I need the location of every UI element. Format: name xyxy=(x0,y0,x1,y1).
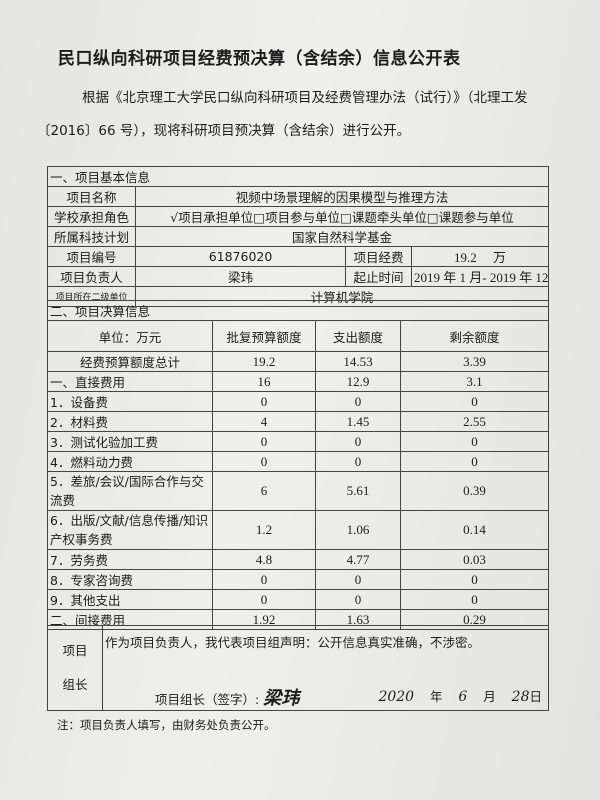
spent-amount: 0 xyxy=(315,589,401,610)
approved-amount: 0 xyxy=(212,569,316,590)
remaining-amount: 0 xyxy=(400,391,549,412)
year: 2020 xyxy=(378,689,415,705)
remaining-amount: 3.1 xyxy=(400,371,549,392)
approved-amount: 0 xyxy=(212,391,316,412)
remaining-amount: 0 xyxy=(400,431,549,452)
budget-table: 二、项目决算信息 单位：万元 批复预算额度 支出额度 剩余额度 经费预算额度总计 19.… xyxy=(47,300,549,630)
budget-item: 7．劳务费 xyxy=(47,549,213,570)
budget-item: 经费预算额度总计 xyxy=(47,351,213,372)
science-plan: 国家自然科学基金 xyxy=(135,226,549,247)
spent-amount: 0 xyxy=(315,569,401,590)
remaining-amount: 3.39 xyxy=(400,351,549,372)
label: 所属科技计划 xyxy=(47,226,136,247)
budget-item: 6．出版/文献/信息传播/知识产权事务费 xyxy=(47,510,213,550)
declaration-body: 作为项目负责人，我代表项目组声明：公开信息真实准确，不涉密。 项目组长（签字）:… xyxy=(102,625,549,711)
page-title: 民口纵向科研项目经费预决算（含结余）信息公开表 xyxy=(58,49,461,69)
school-role: √项目承担单位□项目参与单位□课题牵头单位□课题参与单位 xyxy=(135,206,549,227)
column-header: 支出额度 xyxy=(315,320,401,352)
table-row: 4．燃料动力费 0 0 0 xyxy=(47,451,549,472)
handwritten-signature: 梁玮 xyxy=(263,688,300,709)
approved-amount: 6 xyxy=(212,471,316,511)
approved-amount: 1.2 xyxy=(212,510,316,550)
table-row: 7．劳务费 4.8 4.77 0.03 xyxy=(47,549,549,570)
section-heading: 一、项目基本信息 xyxy=(47,166,549,187)
budget-item: 一、直接费用 xyxy=(47,371,213,392)
spent-amount: 12.9 xyxy=(315,371,401,392)
project-leader: 梁玮 xyxy=(135,266,346,287)
sign-label: 项目组长（签字）: xyxy=(155,692,260,707)
approved-amount: 4 xyxy=(212,411,316,432)
remaining-amount: 0 xyxy=(400,569,549,590)
declaration-statement: 作为项目负责人，我代表项目组声明：公开信息真实准确，不涉密。 xyxy=(105,635,481,650)
approved-amount: 4.8 xyxy=(212,549,316,570)
column-header: 单位：万元 xyxy=(47,320,213,352)
budget-item: 8．专家咨询费 xyxy=(47,569,213,590)
project-name: 视频中场景理解的因果模型与推理方法 xyxy=(135,186,549,207)
spent-amount: 1.45 xyxy=(315,411,401,432)
remaining-amount: 0 xyxy=(400,451,549,472)
label: 项目 xyxy=(62,643,88,658)
label: 日 xyxy=(529,689,542,704)
approved-amount: 19.2 xyxy=(212,351,316,372)
table-row: 6．出版/文献/信息传播/知识产权事务费 1.2 1.06 0.14 xyxy=(47,510,549,550)
sign-date: 2020 年 6 月 28日 xyxy=(378,686,542,705)
budget-item: 5．差旅/会议/国际合作与交流费 xyxy=(47,471,213,511)
table-row: 3．测试化验加工费 0 0 0 xyxy=(47,431,549,452)
column-header: 批复预算额度 xyxy=(212,320,316,352)
budget-item: 1．设备费 xyxy=(47,391,213,412)
project-funding: 19.2 万 xyxy=(411,246,549,267)
approved-amount: 0 xyxy=(212,589,316,610)
table-row: 9．其他支出 0 0 0 xyxy=(47,589,549,610)
funding-unit: 万 xyxy=(492,250,506,265)
table-row: 经费预算额度总计 19.2 14.53 3.39 xyxy=(47,351,549,372)
label: 起止时间 xyxy=(345,266,412,287)
day: 28 xyxy=(511,689,530,705)
label: 组长 xyxy=(62,677,88,692)
project-number: 61876020 xyxy=(135,246,346,267)
label: 项目编号 xyxy=(47,246,136,267)
remaining-amount: 2.55 xyxy=(400,411,549,432)
label: 项目负责人 xyxy=(47,266,136,287)
spent-amount: 4.77 xyxy=(315,549,401,570)
project-period: 2019 年 1 月- 2019 年 12 xyxy=(411,266,549,287)
budget-item: 4．燃料动力费 xyxy=(47,451,213,472)
spent-amount: 0 xyxy=(315,451,401,472)
approved-amount: 0 xyxy=(212,451,316,472)
basic-info-table: 一、项目基本信息 项目名称 视频中场景理解的因果模型与推理方法 学校承担角色 √项目… xyxy=(47,166,549,307)
column-header: 剩余额度 xyxy=(400,320,549,352)
sign-line: 项目组长（签字）: 梁玮 xyxy=(155,684,299,710)
table-row: 一、直接费用 16 12.9 3.1 xyxy=(47,371,549,392)
month: 6 xyxy=(458,689,468,705)
table-row: 8．专家咨询费 0 0 0 xyxy=(47,569,549,590)
declaration-label: 项目 组长 xyxy=(47,625,103,711)
remaining-amount: 0.03 xyxy=(400,549,549,570)
approved-amount: 16 xyxy=(212,371,316,392)
label: 学校承担角色 xyxy=(47,206,136,227)
declaration-table: 项目组长 作为项目负责人，我代表项目组声明：公开信息真实准确，不涉密。 项目组长… xyxy=(47,625,549,711)
label: 年 xyxy=(429,689,443,704)
label: 项目名称 xyxy=(47,186,136,207)
funding-value: 19.2 xyxy=(453,250,477,265)
intro-text-line1: 根据《北京理工大学民口纵向科研项目及经费管理办法（试行）》（北理工发 xyxy=(82,90,528,106)
remaining-amount: 0.39 xyxy=(400,471,549,511)
table-row: 2．材料费 4 1.45 2.55 xyxy=(47,411,549,432)
remaining-amount: 0 xyxy=(400,589,549,610)
remaining-amount: 0.14 xyxy=(400,510,549,550)
budget-item: 3．测试化验加工费 xyxy=(47,431,213,452)
spent-amount: 5.61 xyxy=(315,471,401,511)
spent-amount: 0 xyxy=(315,431,401,452)
approved-amount: 0 xyxy=(212,431,316,452)
budget-item: 2．材料费 xyxy=(47,411,213,432)
table-row: 1．设备费 0 0 0 xyxy=(47,391,549,412)
budget-item: 9．其他支出 xyxy=(47,589,213,610)
spent-amount: 1.06 xyxy=(315,510,401,550)
spent-amount: 0 xyxy=(315,391,401,412)
intro-text-line2: 〔2016〕66 号），现将科研项目预决算（含结余）进行公开。 xyxy=(37,123,411,139)
label: 月 xyxy=(483,689,496,704)
table-row: 5．差旅/会议/国际合作与交流费 6 5.61 0.39 xyxy=(47,471,549,511)
label: 项目经费 xyxy=(345,246,412,267)
spent-amount: 14.53 xyxy=(315,351,401,372)
section-heading: 二、项目决算信息 xyxy=(47,300,549,321)
footnote: 注：项目负责人填写，由财务处负责公开。 xyxy=(57,718,276,732)
